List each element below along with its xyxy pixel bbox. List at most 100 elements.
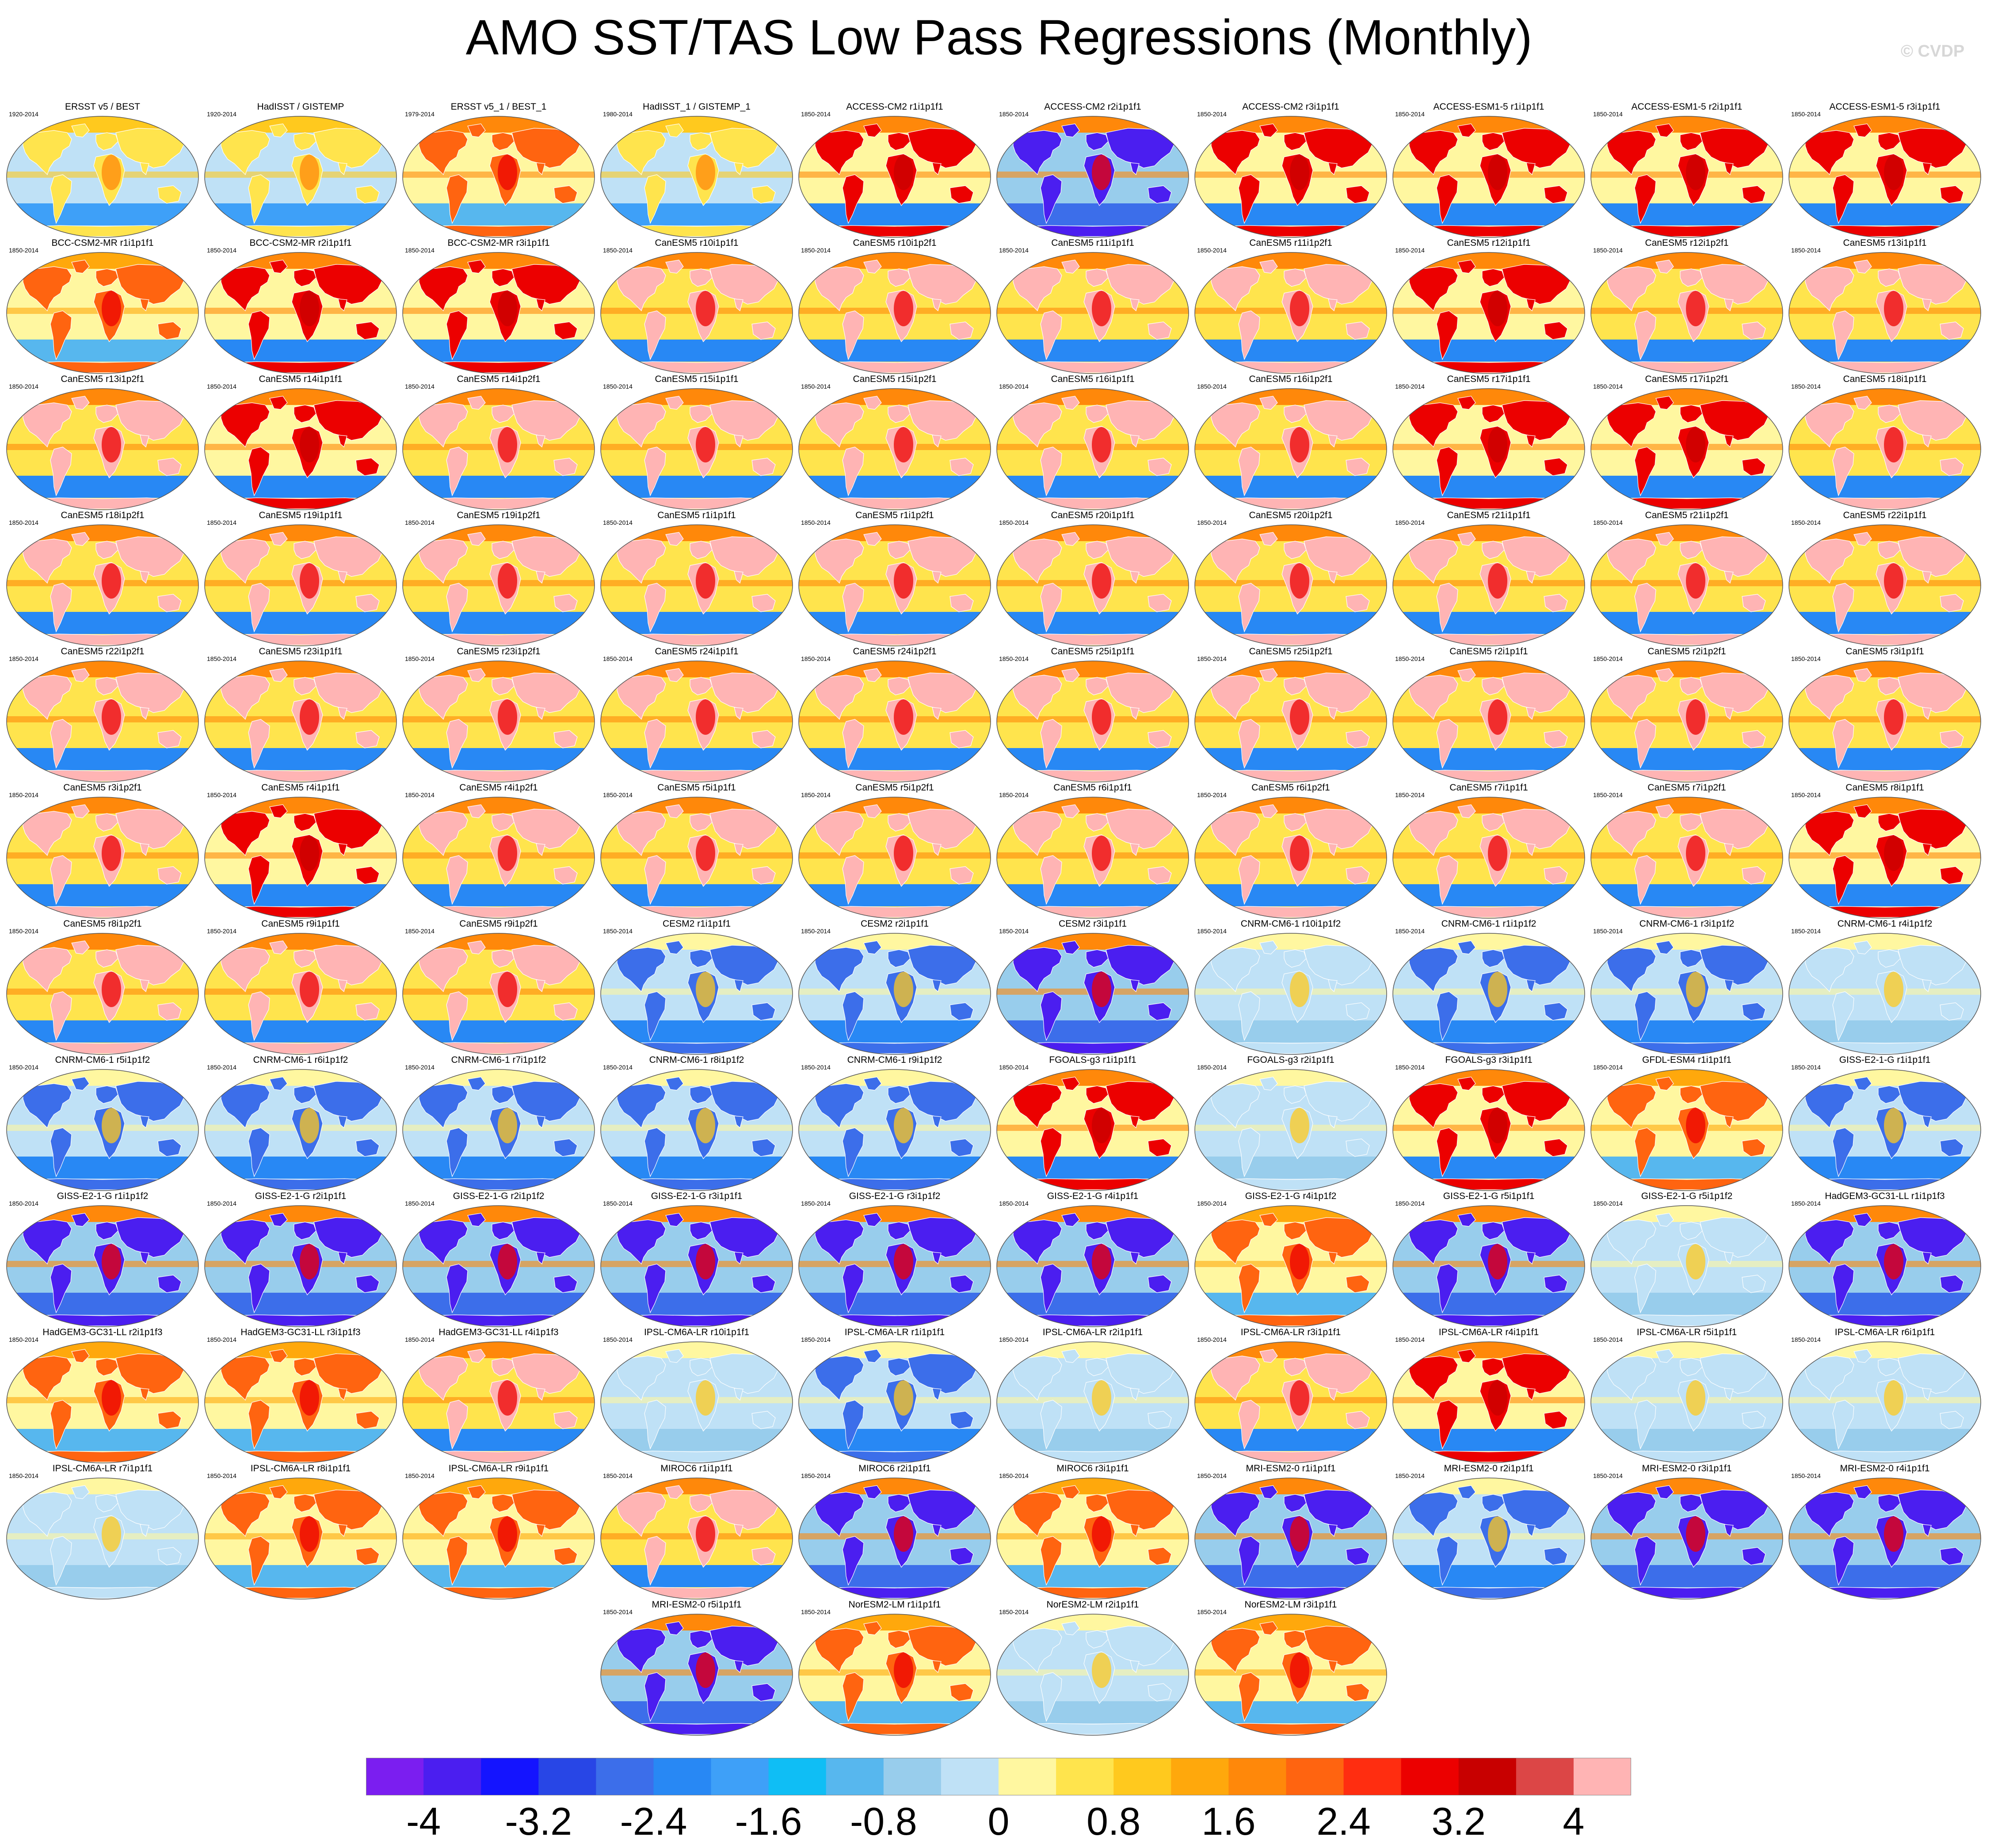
panel-title: HadISST / GISTEMP: [257, 102, 344, 112]
panel-years: 1850-2014: [801, 519, 831, 526]
panel-years: 1850-2014: [999, 1336, 1029, 1343]
map-panel: GISS-E2-1-G r3i1p1f2 1850-2014: [797, 1191, 992, 1328]
panel-years: 1850-2014: [405, 1064, 435, 1071]
world-map: [798, 1069, 991, 1191]
map-panel: CNRM-CM6-1 r1i1p1f2 1850-2014: [1392, 919, 1586, 1056]
world-map: [1194, 933, 1387, 1055]
panel-years: 1850-2014: [207, 1472, 236, 1479]
panel-title: CanESM5 r11i1p1f1: [1051, 238, 1134, 248]
map-panel: MRI-ESM2-0 r1i1p1f1 1850-2014: [1193, 1463, 1388, 1600]
panel-title: CanESM5 r19i1p2f1: [457, 510, 541, 520]
panel-years: 1850-2014: [1791, 1064, 1821, 1071]
panel-title: CNRM-CM6-1 r1i1p1f2: [1441, 919, 1537, 929]
world-map: [1590, 1205, 1783, 1327]
panel-years: 1850-2014: [1395, 111, 1425, 118]
panel-title: CESM2 r1i1p1f1: [662, 919, 731, 929]
map-panel: IPSL-CM6A-LR r10i1p1f1 1850-2014: [599, 1327, 794, 1464]
map-panel: CanESM5 r21i1p1f1 1850-2014: [1392, 510, 1586, 647]
panel-title: IPSL-CM6A-LR r3i1p1f1: [1240, 1327, 1341, 1337]
world-map: [1788, 1205, 1981, 1327]
panel-years: 1850-2014: [207, 655, 236, 662]
panel-years: 1850-2014: [1197, 655, 1227, 662]
panel-years: 1850-2014: [999, 1064, 1029, 1071]
panel-title: HadGEM3-GC31-LL r4i1p1f3: [438, 1327, 559, 1337]
map-panel: CanESM5 r24i1p2f1 1850-2014: [797, 646, 992, 783]
world-map: [1788, 388, 1981, 510]
map-panel: CanESM5 r25i1p1f1 1850-2014: [995, 646, 1190, 783]
panel-years: 1850-2014: [1197, 383, 1227, 390]
panel-years: 1850-2014: [1791, 1336, 1821, 1343]
world-map: [798, 252, 991, 374]
colorbar-swatch: [1401, 1758, 1459, 1795]
map-panel: GISS-E2-1-G r2i1p1f2 1850-2014: [401, 1191, 596, 1328]
world-map: [204, 524, 397, 646]
world-map: [1788, 1069, 1981, 1191]
panel-years: 1850-2014: [1593, 928, 1623, 935]
panel-years: 1850-2014: [207, 1064, 236, 1071]
colorbar-swatch: [1113, 1758, 1171, 1795]
world-map: [600, 661, 793, 783]
panel-title: ACCESS-CM2 r3i1p1f1: [1242, 102, 1339, 112]
map-panel: CanESM5 r13i1p2f1 1850-2014: [5, 374, 200, 511]
panel-years: 1850-2014: [603, 791, 633, 798]
panel-title: HadGEM3-GC31-LL r2i1p1f3: [42, 1327, 163, 1337]
map-panel: CanESM5 r2i1p2f1 1850-2014: [1590, 646, 1784, 783]
world-map: [1590, 1478, 1783, 1600]
world-map: [6, 1069, 199, 1191]
map-panel: CanESM5 r19i1p1f1 1850-2014: [203, 510, 398, 647]
world-map: [1194, 661, 1387, 783]
panel-years: 1850-2014: [999, 383, 1029, 390]
map-panel: CanESM5 r22i1p1f1 1850-2014: [1788, 510, 1982, 647]
panel-years: 1850-2014: [405, 655, 435, 662]
panel-years: 1850-2014: [9, 655, 38, 662]
panel-title: IPSL-CM6A-LR r5i1p1f1: [1636, 1327, 1737, 1337]
world-map: [600, 388, 793, 510]
panel-years: 1850-2014: [603, 1608, 633, 1615]
panel-years: 1850-2014: [1791, 1200, 1821, 1207]
world-map: [402, 797, 595, 919]
panel-years: 1850-2014: [1395, 1472, 1425, 1479]
map-panel: BCC-CSM2-MR r2i1p1f1 1850-2014: [203, 238, 398, 375]
world-map: [798, 661, 991, 783]
panel-title: GISS-E2-1-G r1i1p1f1: [1839, 1055, 1931, 1065]
map-panel: CanESM5 r24i1p1f1 1850-2014: [599, 646, 794, 783]
panel-title: CanESM5 r8i1p2f1: [63, 919, 142, 929]
panel-title: CNRM-CM6-1 r3i1p1f2: [1639, 919, 1735, 929]
panel-title: CESM2 r3i1p1f1: [1058, 919, 1127, 929]
world-map: [204, 661, 397, 783]
panel-title: CanESM5 r2i1p2f1: [1647, 646, 1726, 657]
world-map: [402, 1478, 595, 1600]
map-panel: CNRM-CM6-1 r8i1p1f2 1850-2014: [599, 1055, 794, 1192]
world-map: [204, 933, 397, 1055]
world-map: [798, 1478, 991, 1600]
world-map: [1590, 797, 1783, 919]
panel-years: 1850-2014: [801, 1064, 831, 1071]
panel-years: 1850-2014: [9, 928, 38, 935]
panel-title: CNRM-CM6-1 r8i1p1f2: [649, 1055, 744, 1065]
world-map: [600, 1205, 793, 1327]
world-map: [996, 252, 1189, 374]
world-map: [1194, 388, 1387, 510]
world-map: [798, 797, 991, 919]
panel-years: 1850-2014: [999, 655, 1029, 662]
panel-title: CanESM5 r6i1p1f1: [1053, 783, 1132, 793]
world-map: [1788, 524, 1981, 646]
panel-title: CNRM-CM6-1 r7i1p1f2: [451, 1055, 546, 1065]
world-map: [1590, 933, 1783, 1055]
panel-title: CanESM5 r14i1p2f1: [457, 374, 541, 384]
world-map: [996, 797, 1189, 919]
panel-title: GISS-E2-1-G r1i1p1f2: [57, 1191, 149, 1201]
panel-title: CanESM5 r15i1p2f1: [853, 374, 937, 384]
world-map: [1590, 1069, 1783, 1191]
colorbar-tick-label: -2.4: [620, 1799, 687, 1843]
world-map: [996, 1205, 1189, 1327]
world-map: [1194, 252, 1387, 374]
map-panel: CanESM5 r12i1p2f1 1850-2014: [1590, 238, 1784, 375]
world-map: [402, 524, 595, 646]
world-map: [6, 661, 199, 783]
map-panel: HadGEM3-GC31-LL r4i1p1f3 1850-2014: [401, 1327, 596, 1464]
panel-title: MIROC6 r3i1p1f1: [1056, 1463, 1129, 1474]
panel-years: 1850-2014: [9, 1336, 38, 1343]
panel-title: CanESM5 r9i1p2f1: [459, 919, 538, 929]
panel-grid: ERSST v5 / BEST 1920-2014 HadISST / GISTEM…: [5, 102, 1982, 1736]
